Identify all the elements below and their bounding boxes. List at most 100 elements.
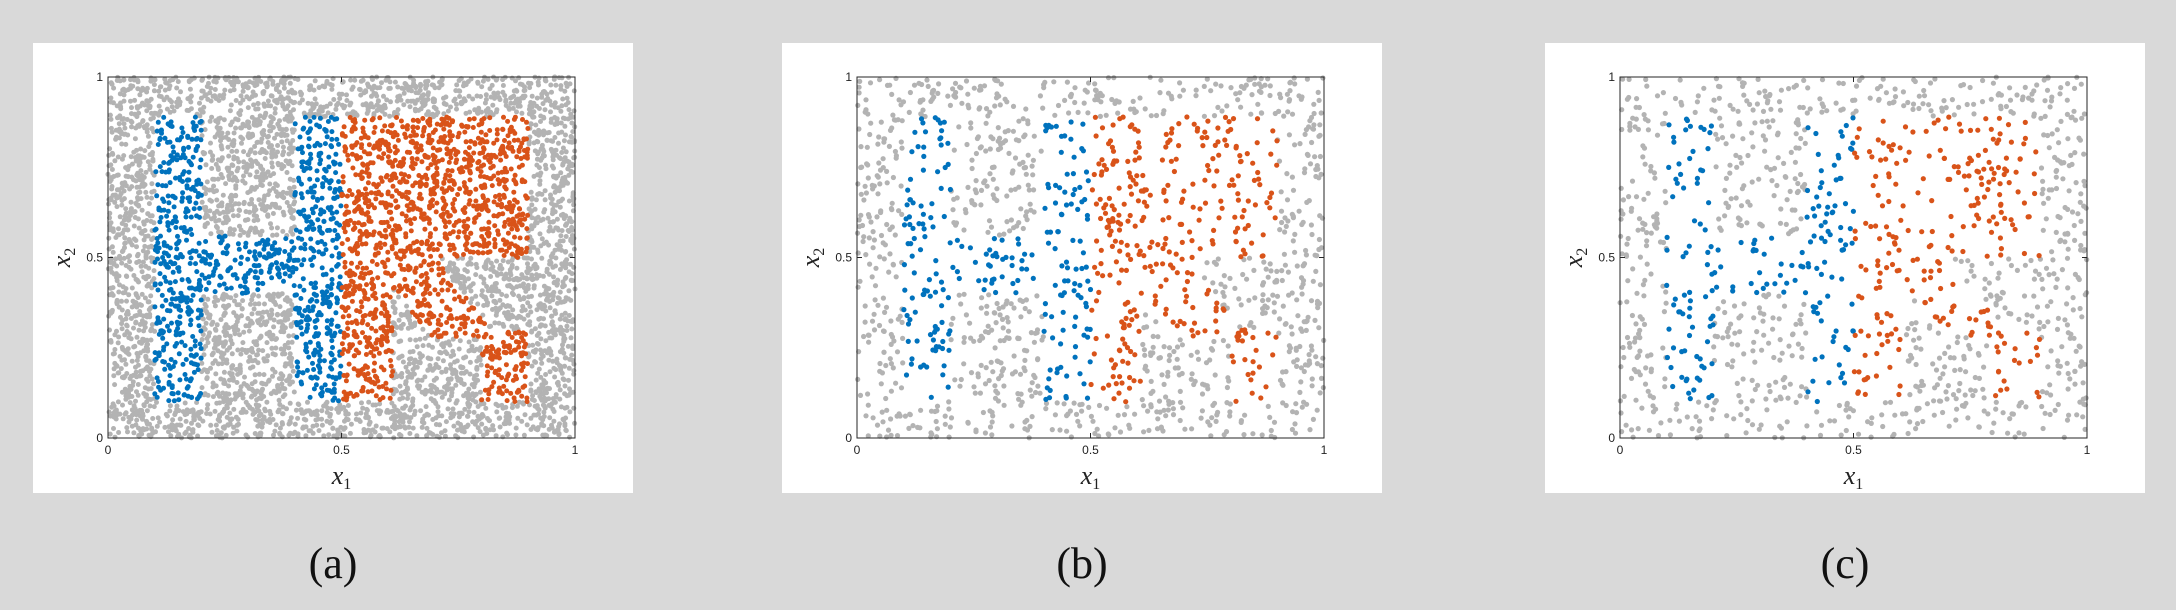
gray-point xyxy=(503,404,509,410)
gray-point xyxy=(488,274,494,279)
blue-point xyxy=(166,398,172,404)
gray-point xyxy=(151,381,156,387)
gray-point xyxy=(404,303,410,309)
blue-point xyxy=(304,367,310,373)
gray-point xyxy=(211,337,217,343)
blue-point xyxy=(282,271,288,277)
gray-point xyxy=(396,355,402,361)
gray-point xyxy=(529,215,535,221)
gray-point xyxy=(546,357,552,363)
blue-point xyxy=(191,206,197,212)
gray-point xyxy=(548,119,554,125)
gray-point xyxy=(213,422,219,428)
gray-point xyxy=(191,417,197,423)
gray-point xyxy=(229,341,235,347)
gray-point xyxy=(401,86,407,92)
gray-point xyxy=(266,292,272,298)
gray-point xyxy=(207,315,212,321)
blue-point xyxy=(314,177,320,183)
gray-point xyxy=(557,243,563,249)
gray-point xyxy=(401,90,407,96)
gray-point xyxy=(261,148,267,154)
gray-point xyxy=(343,411,349,417)
gray-point xyxy=(247,354,253,360)
blue-point xyxy=(185,208,191,214)
blue-point xyxy=(314,298,320,304)
blue-point xyxy=(198,127,204,133)
gray-point xyxy=(430,417,436,422)
blue-point xyxy=(269,246,275,252)
gray-point xyxy=(251,292,257,298)
gray-point xyxy=(132,209,138,215)
gray-point xyxy=(229,141,235,147)
gray-point xyxy=(281,96,287,102)
gray-point xyxy=(399,312,404,318)
gray-point xyxy=(342,425,348,431)
blue-point xyxy=(252,253,257,259)
gray-point xyxy=(480,78,486,84)
blue-point xyxy=(154,394,160,400)
gray-point xyxy=(567,409,573,415)
gray-point xyxy=(324,409,330,415)
gray-point xyxy=(118,314,123,320)
blue-point xyxy=(181,392,187,398)
gray-point xyxy=(533,359,539,365)
gray-point xyxy=(413,90,419,96)
gray-point xyxy=(552,330,558,336)
gray-point xyxy=(456,410,462,416)
gray-point xyxy=(316,85,322,91)
gray-point xyxy=(562,123,568,129)
gray-point xyxy=(151,404,157,410)
gray-point xyxy=(220,94,226,100)
blue-point xyxy=(323,177,329,183)
gray-point xyxy=(157,84,163,90)
orange-point xyxy=(423,183,429,189)
gray-point xyxy=(145,133,151,139)
gray-point xyxy=(278,131,284,137)
blue-point xyxy=(317,224,323,230)
gray-point xyxy=(248,347,254,353)
gray-point xyxy=(457,94,463,99)
gray-point xyxy=(544,291,550,297)
gray-point xyxy=(116,370,122,376)
gray-point xyxy=(199,199,205,205)
blue-point xyxy=(157,271,163,277)
blue-point xyxy=(307,118,313,124)
gray-point xyxy=(240,298,246,304)
gray-point xyxy=(420,326,426,332)
blue-point xyxy=(255,287,261,293)
gray-point xyxy=(133,319,139,325)
gray-point xyxy=(252,150,258,156)
gray-point xyxy=(229,197,234,203)
gray-point xyxy=(484,302,490,308)
gray-point xyxy=(420,343,426,349)
gray-point xyxy=(235,79,241,85)
gray-point xyxy=(267,408,273,414)
blue-point xyxy=(326,154,332,160)
blue-point xyxy=(165,223,171,229)
gray-point xyxy=(116,232,122,238)
gray-point xyxy=(143,234,149,239)
gray-point xyxy=(566,139,572,145)
blue-point xyxy=(252,269,258,275)
gray-point xyxy=(280,404,286,410)
gray-point xyxy=(461,429,467,435)
gray-point xyxy=(419,424,425,430)
gray-point xyxy=(366,399,372,405)
orange-point xyxy=(501,194,507,200)
gray-point xyxy=(272,428,278,434)
gray-point xyxy=(199,337,205,342)
gray-point xyxy=(551,219,556,225)
blue-point xyxy=(178,225,184,231)
blue-point xyxy=(317,353,323,359)
gray-point xyxy=(563,132,568,138)
gray-point xyxy=(211,214,217,220)
gray-point xyxy=(131,236,137,242)
blue-point xyxy=(323,247,329,253)
gray-point xyxy=(111,85,117,91)
gray-point xyxy=(533,377,539,383)
blue-point xyxy=(298,325,304,331)
gray-point xyxy=(280,194,285,200)
gray-point xyxy=(322,113,328,119)
gray-point xyxy=(475,301,481,307)
